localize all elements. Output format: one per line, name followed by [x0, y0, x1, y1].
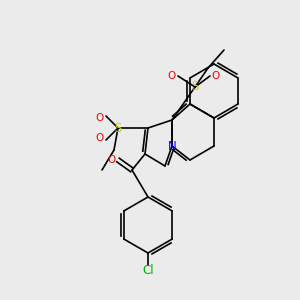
- Text: S: S: [114, 122, 122, 134]
- Text: O: O: [212, 71, 220, 81]
- Text: O: O: [108, 155, 116, 165]
- Text: O: O: [96, 133, 104, 143]
- Text: O: O: [96, 113, 104, 123]
- Text: S: S: [191, 80, 199, 94]
- Text: O: O: [168, 71, 176, 81]
- Text: Cl: Cl: [142, 265, 154, 278]
- Text: N: N: [168, 140, 176, 152]
